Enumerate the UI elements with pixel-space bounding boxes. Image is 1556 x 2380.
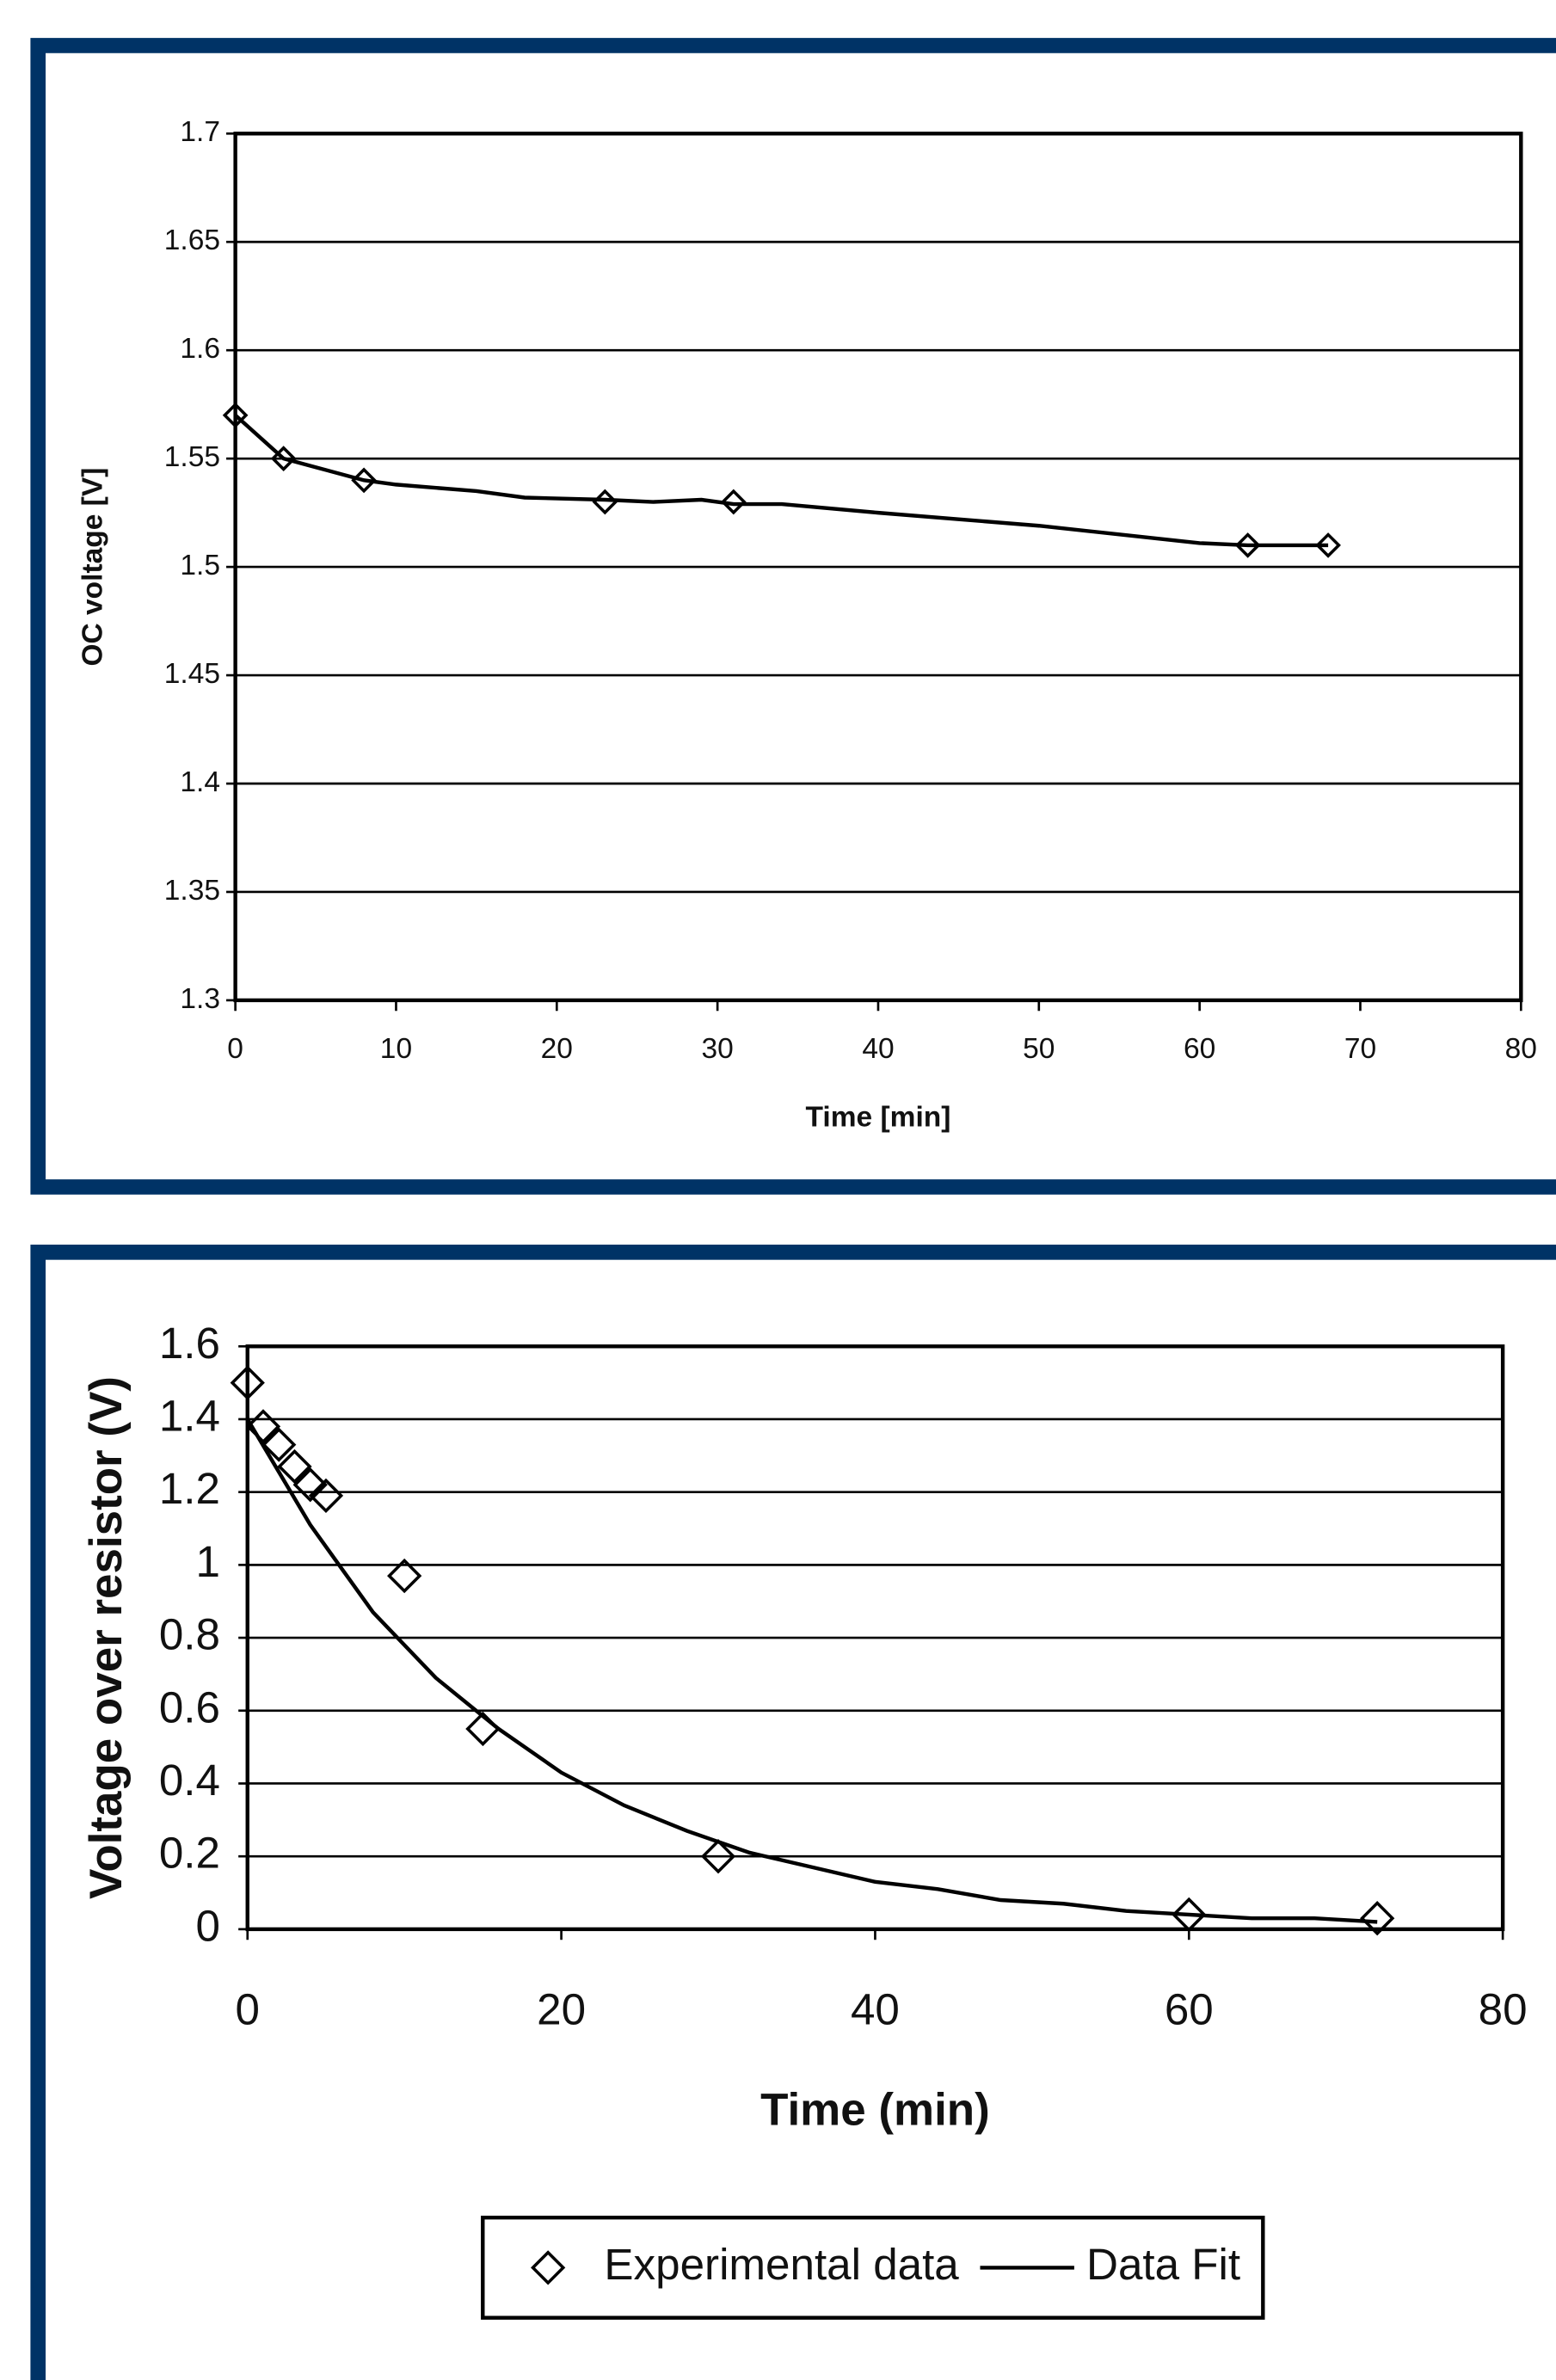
data-point: [720, 489, 747, 515]
data-point: [277, 1448, 312, 1485]
x-tick-label: 20: [541, 1033, 573, 1065]
x-tick-label: 0: [236, 1984, 260, 2033]
y-tick-label: 0.2: [159, 1829, 220, 1878]
legend-box: [481, 2215, 1265, 2320]
data-point: [261, 1427, 297, 1462]
data-point: [700, 1839, 736, 1874]
data-point: [1172, 1897, 1207, 1933]
legend-marker: [531, 2250, 566, 2285]
y-tick-label: 1.6: [159, 1319, 220, 1368]
legend-label: Experimental data: [604, 2240, 959, 2289]
x-axis-title: Time (min): [760, 2084, 990, 2135]
x-tick-label: 30: [701, 1033, 733, 1065]
legend-label: Data Fit: [1086, 2240, 1240, 2289]
y-tick-label: 1.35: [164, 875, 220, 907]
y-tick-label: 0.6: [159, 1682, 220, 1731]
y-tick-label: 0: [196, 1901, 220, 1950]
x-tick-label: 0: [227, 1033, 243, 1065]
y-tick-label: 1.3: [180, 983, 220, 1015]
y-tick-label: 1.7: [180, 116, 220, 148]
y-tick-label: 1: [196, 1537, 220, 1586]
y-axis-title: OC voltage [V]: [77, 468, 108, 667]
y-tick-label: 0.4: [159, 1756, 220, 1805]
data-point: [308, 1478, 344, 1514]
data-point: [1234, 532, 1261, 558]
data-point: [245, 1409, 281, 1444]
data-point: [230, 1365, 265, 1400]
data-point: [222, 402, 249, 428]
x-tick-label: 40: [862, 1033, 894, 1065]
y-tick-label: 1.45: [164, 658, 220, 690]
data-point: [387, 1558, 422, 1594]
x-tick-label: 60: [1184, 1033, 1215, 1065]
x-axis-title: Time [min]: [806, 1101, 951, 1133]
y-tick-label: 1.55: [164, 441, 220, 473]
x-tick-label: 80: [1505, 1033, 1537, 1065]
y-tick-label: 1.65: [164, 224, 220, 256]
y-tick-label: 1.4: [159, 1391, 220, 1440]
x-tick-label: 50: [1023, 1033, 1055, 1065]
data-point: [270, 446, 297, 471]
data-point: [1315, 532, 1341, 558]
x-tick-label: 20: [537, 1984, 586, 2033]
panel-frame: [30, 1245, 1556, 2380]
plot-frame: [233, 132, 1523, 1003]
x-tick-label: 60: [1165, 1984, 1214, 2033]
panel-frame: [30, 38, 1556, 1195]
x-tick-label: 40: [851, 1984, 900, 2033]
fit-line: [234, 414, 1329, 548]
x-tick-label: 80: [1479, 1984, 1528, 2033]
y-tick-label: 1.5: [180, 550, 220, 581]
data-point: [292, 1467, 328, 1503]
y-tick-label: 1.4: [180, 766, 220, 798]
x-tick-label: 10: [380, 1033, 412, 1065]
plot-frame: [245, 1344, 1505, 1932]
y-axis-title: Voltage over resistor (V): [81, 1376, 132, 1899]
y-tick-label: 0.8: [159, 1610, 220, 1659]
data-point: [1360, 1901, 1395, 1936]
fit-line: [245, 1418, 1378, 1924]
y-tick-label: 1.2: [159, 1464, 220, 1513]
x-tick-label: 70: [1344, 1033, 1376, 1065]
y-tick-label: 1.6: [180, 333, 220, 365]
